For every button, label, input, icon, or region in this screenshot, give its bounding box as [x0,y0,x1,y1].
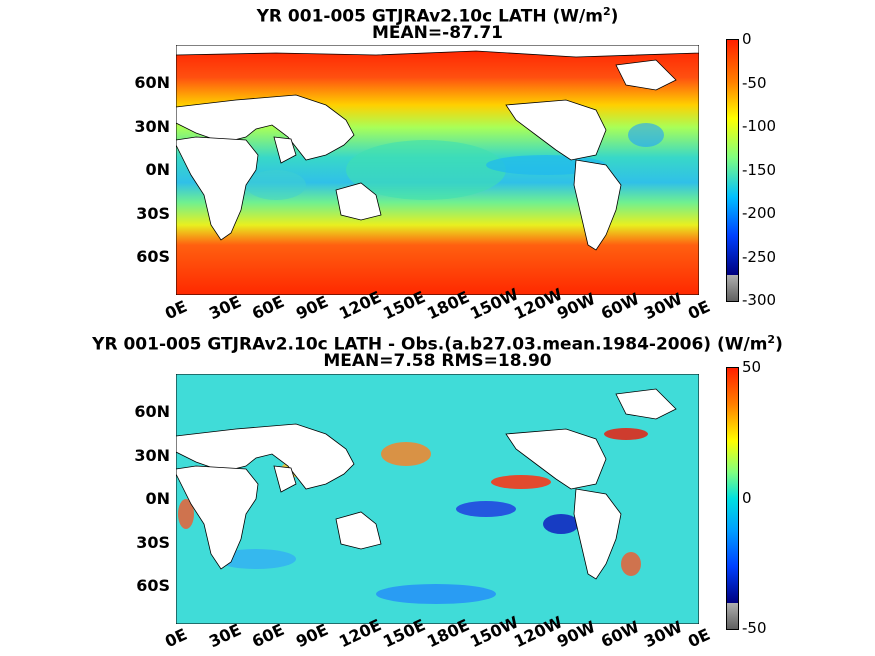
colorbar-tick-label: 50 [742,358,762,376]
lat-label: 60N [134,73,170,92]
colorbar-tick-label: -50 [742,73,767,92]
colorbar-tick-label: -300 [742,291,777,309]
panel1-subtitle: MEAN=-87.71 [372,23,503,43]
colorbar-tick-label: -50 [742,619,767,637]
lon-label: 60E [249,291,288,324]
lat-label: 0N [145,489,170,508]
panel2-colorbar [726,367,739,630]
lat-label: 30S [136,204,170,223]
lon-label: 30E [205,619,244,652]
lon-label: 0E [685,624,714,652]
panel1-colorbar [726,39,739,302]
lat-label: 60N [134,402,170,421]
colorbar-tick-label: 0 [742,30,752,48]
panel2-subtitle: MEAN=7.58 RMS=18.90 [323,351,552,371]
lon-label: 0E [162,624,191,652]
lat-label: 30N [134,446,170,465]
colorbar-tick-label: -100 [742,117,777,135]
colorbar-tick-label: -150 [742,160,777,179]
lon-label: 90E [292,291,331,324]
lat-label: 60S [136,247,170,266]
lon-label: 90E [292,619,331,652]
panel2-map [176,374,699,624]
lon-label: 60E [249,619,288,652]
lat-label: 0N [145,160,170,179]
colorbar-tick-label: -250 [742,247,777,266]
colorbar-tick-label: 0 [742,488,752,507]
lon-label: 0E [685,296,714,324]
lon-label: 30E [205,291,244,324]
panel1-title: YR 001-005 GTJRAv2.10c LATH (W/m2) [256,5,619,27]
panel1-map [176,45,699,295]
lat-label: 30S [136,533,170,552]
lon-label: 0E [162,296,191,324]
panel2-title: YR 001-005 GTJRAv2.10c LATH - Obs.(a.b27… [92,333,783,355]
lat-label: 30N [134,117,170,136]
colorbar-tick-label: -200 [742,204,777,222]
lat-label: 60S [136,576,170,595]
